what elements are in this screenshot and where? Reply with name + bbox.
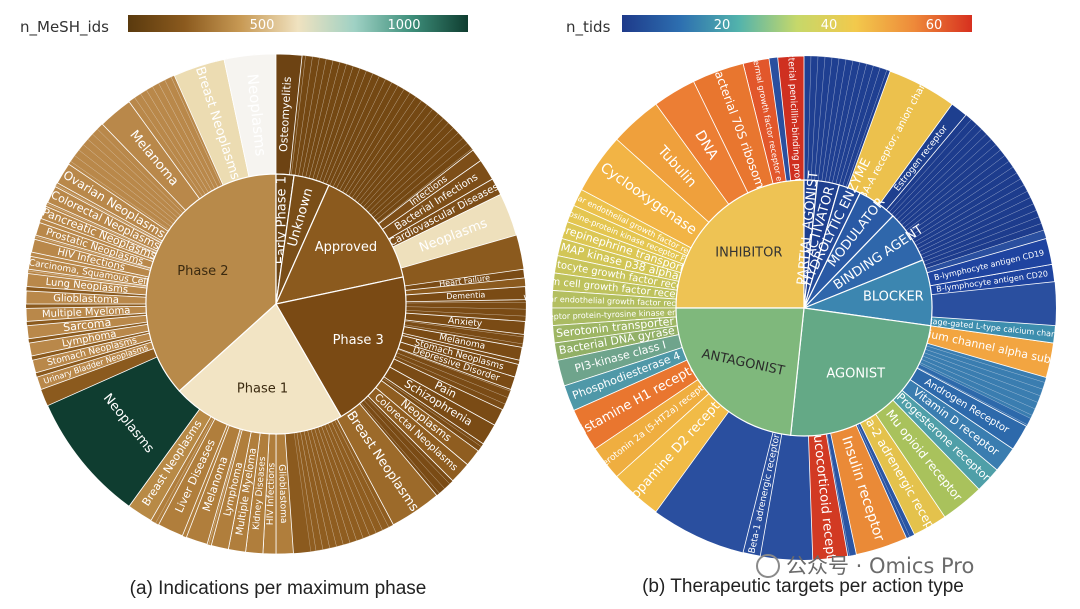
- sunburst-a-inner-label: Phase 2: [177, 264, 228, 279]
- colorbar-a: n_MeSH_ids 500 1000: [20, 15, 468, 37]
- colorbar-b-gradient: [622, 15, 972, 32]
- sunburst-a-inner-label: Phase 3: [333, 333, 384, 348]
- sunburst-b-inner-label: INHIBITOR: [715, 245, 782, 260]
- sunburst-a-outer-label: Glioblastoma: [276, 464, 288, 524]
- sunburst-a-outer-label: HIV Infections: [266, 462, 278, 525]
- sunburst-b-inner-inhibitor: [675, 179, 805, 309]
- sunburst-a: Breast Neoplasms Neoplasms OsteomyelitisIn…: [25, 53, 527, 555]
- colorbar-b-tick-20: 20: [714, 18, 731, 33]
- sunburst-b: Bacterial penicillin-binding proteinEpid…: [523, 41, 1073, 574]
- sunburst-a-inner-phase-2: [145, 173, 277, 392]
- sunburst-b-inner-label: AGONIST: [826, 367, 885, 382]
- wechat-icon: [756, 554, 780, 578]
- colorbar-a-label: n_MeSH_ids: [20, 18, 109, 37]
- sunburst-b-inner-agonist: [789, 307, 932, 437]
- colorbar-b-tick-40: 40: [821, 18, 838, 33]
- colorbar-b-tick-60: 60: [926, 18, 943, 33]
- sunburst-a-outer-label: Sarcoma: [62, 316, 111, 334]
- colorbar-a-tick-500: 500: [250, 18, 275, 33]
- sunburst-a-outer-label: Anxiety: [448, 316, 484, 329]
- caption-b: (b) Therapeutic targets per action type: [642, 576, 964, 597]
- colorbar-b-label: n_tids: [566, 18, 611, 37]
- sunburst-b-inner-label: BLOCKER: [863, 290, 924, 305]
- sunburst-a-inner-phase-3: [275, 276, 407, 418]
- watermark: 公众号 · Omics Pro: [756, 554, 974, 578]
- sunburst-a-outer-label: Glioblastoma: [53, 293, 119, 306]
- watermark-text: 公众号 · Omics Pro: [786, 554, 974, 578]
- colorbar-a-gradient: [128, 15, 468, 32]
- colorbar-a-tick-1000: 1000: [387, 18, 420, 33]
- sunburst-a-inner-label: Phase 1: [237, 381, 288, 396]
- sunburst-a-outer-label: Osteomyelitis: [277, 76, 294, 152]
- sunburst-a-inner-phase-1: [178, 303, 342, 435]
- sunburst-b-inner-antagonist: [675, 307, 805, 436]
- sunburst-a-inner-label: Approved: [315, 240, 377, 255]
- sunburst-a-outer-label: Multiple Myeloma: [42, 305, 131, 320]
- caption-a: (a) Indications per maximum phase: [130, 578, 427, 599]
- colorbar-b: n_tids 20 40 60: [566, 15, 972, 37]
- sunburst-a-outer-label: Dementia: [446, 290, 486, 301]
- sunburst-a-inner-approved: [274, 184, 404, 305]
